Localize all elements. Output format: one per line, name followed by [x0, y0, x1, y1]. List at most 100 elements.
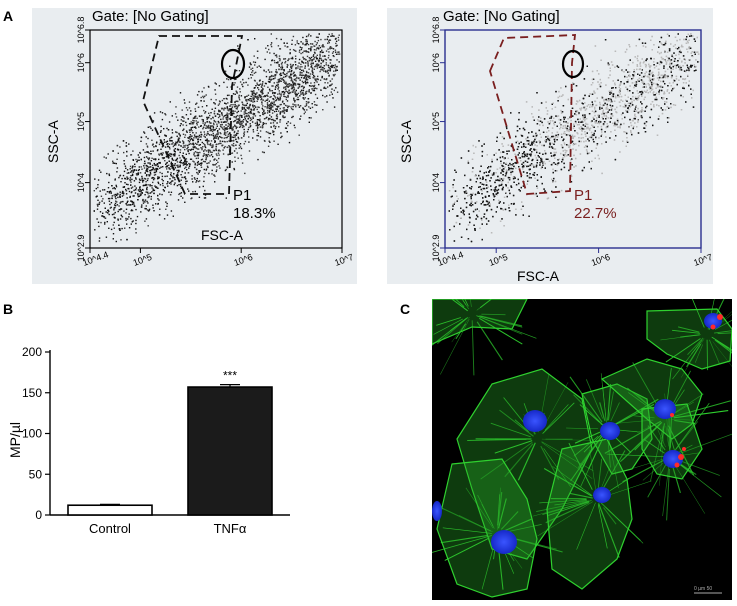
event-dot: [152, 204, 154, 206]
event-dot: [196, 177, 198, 180]
event-dot: [155, 145, 157, 148]
event-dot: [111, 197, 113, 199]
event-dot: [217, 120, 220, 123]
event-dot: [317, 75, 319, 78]
event-dot: [160, 148, 162, 150]
event-dot: [333, 89, 335, 92]
event-dot: [155, 186, 158, 188]
event-dot: [168, 182, 171, 184]
event-dot: [307, 72, 310, 74]
event-dot: [146, 168, 149, 170]
event-dot: [186, 109, 189, 111]
event-dot: [308, 106, 310, 108]
event-dot: [169, 138, 171, 140]
event-dot: [280, 63, 283, 65]
event-dot: [287, 124, 289, 127]
event-dot: [223, 129, 226, 131]
event-dot: [232, 126, 234, 128]
event-dot: [302, 61, 304, 64]
event-dot: [176, 148, 179, 150]
event-dot: [218, 154, 220, 156]
event-dot: [269, 90, 271, 92]
event-dot: [265, 122, 267, 125]
event-dot: [248, 116, 250, 118]
event-dot: [247, 39, 249, 41]
event-dot: [293, 124, 295, 127]
event-dot: [160, 130, 162, 132]
event-dot: [338, 34, 340, 36]
event-dot: [178, 137, 181, 139]
event-dot: [196, 162, 199, 164]
event-dot: [633, 86, 635, 89]
event-dot: [144, 220, 146, 222]
event-dot: [253, 107, 256, 110]
event-dot: [103, 202, 105, 204]
event-dot: [223, 147, 225, 149]
event-dot: [214, 164, 216, 166]
event-dot: [291, 69, 293, 72]
event-dot: [118, 228, 120, 230]
event-dot: [122, 194, 125, 196]
event-dot: [241, 116, 243, 118]
event-dot: [216, 154, 218, 157]
event-dot: [535, 132, 537, 135]
event-dot: [256, 92, 258, 94]
event-dot: [321, 45, 324, 48]
event-dot: [227, 135, 229, 137]
event-dot: [222, 118, 224, 120]
event-dot: [146, 151, 148, 153]
event-dot: [241, 106, 244, 109]
event-dot: [123, 210, 125, 212]
event-dot: [184, 163, 186, 166]
event-dot: [198, 171, 200, 173]
event-dot: [269, 107, 271, 109]
event-dot: [269, 104, 272, 107]
event-dot: [312, 85, 314, 87]
event-dot: [105, 157, 107, 159]
event-dot: [289, 63, 292, 66]
event-dot: [309, 73, 312, 75]
event-dot: [261, 90, 263, 93]
event-dot: [136, 174, 138, 176]
event-dot: [304, 44, 306, 46]
event-dot: [197, 154, 199, 156]
event-dot: [323, 78, 326, 80]
event-dot: [170, 174, 172, 176]
event-dot: [226, 127, 229, 130]
event-dot: [226, 107, 228, 110]
event-dot: [246, 95, 248, 97]
event-dot: [161, 112, 164, 114]
event-dot: [143, 132, 146, 134]
event-dot: [240, 154, 242, 157]
event-dot: [284, 75, 287, 78]
event-dot: [114, 188, 116, 190]
event-dot: [280, 111, 282, 113]
event-dot: [203, 197, 206, 199]
event-dot: [178, 193, 180, 196]
event-dot: [121, 195, 124, 197]
event-dot: [145, 205, 147, 207]
event-dot: [182, 124, 184, 126]
event-dot: [200, 125, 202, 127]
event-dot: [180, 174, 182, 176]
event-dot: [176, 184, 179, 187]
event-dot: [256, 82, 258, 84]
event-dot: [591, 150, 593, 152]
event-dot: [231, 140, 233, 142]
event-dot: [260, 91, 263, 93]
flow-left-ylabel: SSC-A: [45, 120, 61, 163]
event-dot: [268, 132, 270, 135]
event-dot: [305, 92, 308, 95]
event-dot: [94, 229, 96, 231]
event-dot: [273, 110, 276, 113]
event-dot: [105, 236, 108, 238]
event-dot: [285, 83, 287, 85]
event-dot: [224, 102, 226, 104]
event-dot: [293, 90, 295, 92]
event-dot: [673, 60, 676, 62]
event-dot: [108, 173, 110, 175]
event-dot: [264, 140, 266, 142]
event-dot: [269, 118, 271, 120]
event-dot: [153, 174, 156, 176]
event-dot: [617, 126, 619, 128]
